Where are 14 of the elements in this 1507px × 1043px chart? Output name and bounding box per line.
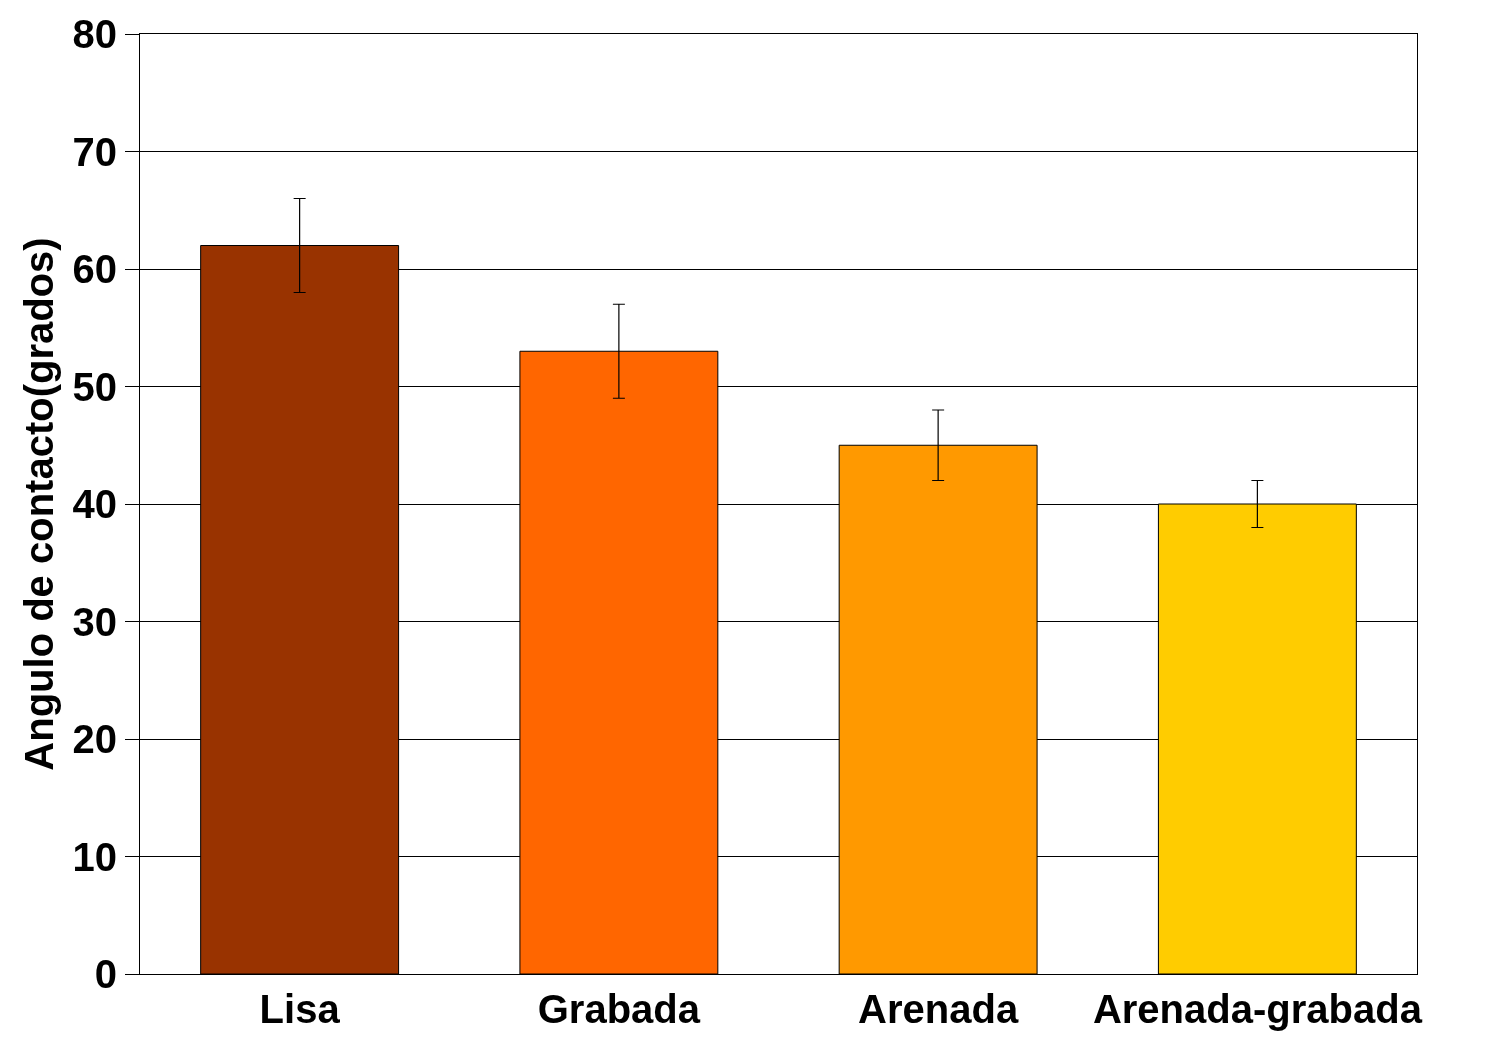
y-tick-label: 80 [72, 12, 117, 56]
x-tick-label: Lisa [259, 987, 341, 1031]
y-tick-label: 60 [72, 247, 117, 291]
y-tick-label: 40 [72, 482, 117, 526]
x-tick-label: Arenada [858, 987, 1019, 1031]
y-axis-title: Angulo de contacto(grados) [17, 237, 61, 771]
x-tick-label: Grabada [537, 987, 701, 1031]
y-tick-label: 30 [72, 599, 117, 644]
y-tick-label: 50 [72, 364, 117, 409]
y-tick-label: 70 [72, 129, 117, 174]
y-tick-label: 20 [72, 717, 117, 761]
x-tick-label: Arenada-grabada [1092, 987, 1423, 1031]
y-tick-label: 0 [94, 952, 117, 996]
y-tick-label: 10 [72, 834, 117, 879]
